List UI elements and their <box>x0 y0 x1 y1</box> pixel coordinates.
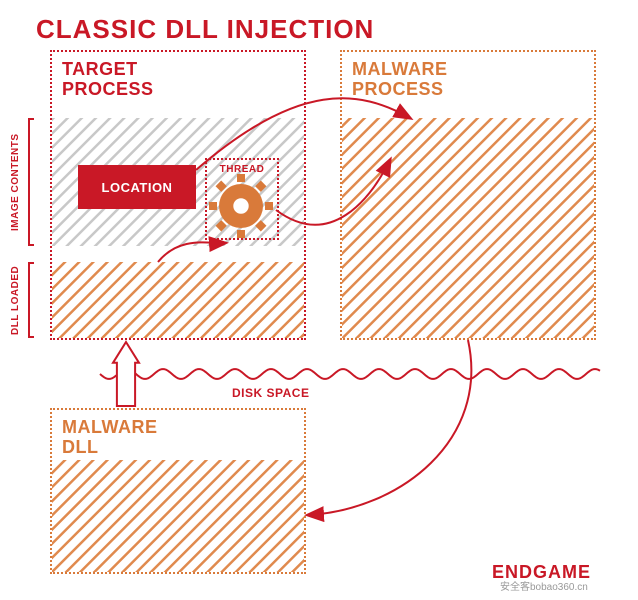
malware-dll-label: MALWAREDLL <box>52 410 304 462</box>
thread-box: THREAD <box>205 158 279 240</box>
target-process-label: TARGETPROCESS <box>52 52 304 104</box>
malware-process-box: MALWAREPROCESS <box>340 50 596 340</box>
arrow-malware-to-dll <box>308 340 471 515</box>
bracket-dll-loaded <box>28 262 34 338</box>
diagram-title: CLASSIC DLL INJECTION <box>36 14 374 45</box>
malware-dll-box: MALWAREDLL <box>50 408 306 574</box>
disk-space-label: DISK SPACE <box>232 386 309 400</box>
bracket-image-contents <box>28 118 34 246</box>
location-block: LOCATION <box>78 165 196 209</box>
label-image-contents: IMAGE CONTENTS <box>10 118 21 246</box>
thread-label: THREAD <box>207 160 277 175</box>
source-watermark: 安全客bobao360.cn <box>500 578 588 593</box>
label-dll-loaded: DLL LOADED <box>10 262 21 338</box>
malware-process-label: MALWAREPROCESS <box>342 52 594 104</box>
disk-space-divider <box>100 369 600 379</box>
arrow-dll-load-up <box>113 342 139 406</box>
